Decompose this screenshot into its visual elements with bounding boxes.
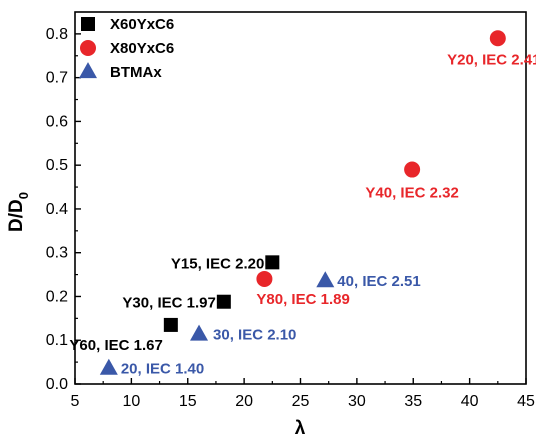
point-label-btmax: 40, IEC 2.51: [337, 273, 420, 290]
point-x80yxc6: [489, 30, 506, 47]
x-tick-label: 45: [517, 393, 535, 410]
x-tick-label: 35: [404, 393, 422, 410]
point-label-x80yxc6: Y40, IEC 2.32: [365, 185, 458, 202]
legend: X60YxC6 X80YxC6 BTMAx: [79, 16, 174, 81]
point-label-x60yxc6: Y30, IEC 1.97: [122, 295, 215, 312]
legend-label-x60yxc6: X60YxC6: [110, 16, 174, 33]
legend-label-btmax: BTMAx: [110, 64, 162, 81]
point-label-x80yxc6: Y20, IEC 2.41: [447, 51, 536, 68]
y-tick-label: 0.0: [46, 376, 68, 393]
axis-tick-labels: 5 10 15 20 25 30 35 40 45 0.0 0.1 0.2 0.3 0.4 0.5 0.6 0.…: [46, 26, 535, 410]
point-label-x80yxc6: Y80, IEC 1.89: [256, 291, 349, 308]
data-points: [99, 30, 506, 375]
y-tick-label: 0.4: [46, 201, 68, 218]
x-tick-label: 10: [122, 393, 140, 410]
legend-marker-x60yxc6: [81, 17, 95, 31]
y-axis-title-subscript: 0: [16, 192, 31, 199]
x-tick-label: 5: [71, 393, 80, 410]
point-x60yxc6: [216, 294, 231, 309]
y-axis-title-main: D/D: [6, 199, 27, 232]
point-label-x60yxc6: Y15, IEC 2.20: [171, 255, 264, 272]
y-tick-label: 0.1: [46, 332, 68, 349]
legend-marker-btmax: [79, 62, 97, 79]
x-tick-label: 30: [348, 393, 366, 410]
axis-ticks: [74, 33, 527, 385]
legend-label-x80yxc6: X80YxC6: [110, 40, 174, 57]
x-tick-label: 20: [235, 393, 253, 410]
point-btmax: [316, 271, 335, 288]
point-x60yxc6: [265, 255, 280, 270]
y-tick-label: 0.6: [46, 113, 68, 130]
x-tick-label: 25: [292, 393, 310, 410]
y-tick-label: 0.2: [46, 288, 68, 305]
x-tick-label: 15: [179, 393, 197, 410]
legend-marker-x80yxc6: [80, 40, 96, 56]
point-x80yxc6: [256, 270, 273, 287]
point-x60yxc6: [163, 317, 178, 332]
point-label-btmax: 30, IEC 2.10: [213, 327, 296, 344]
y-tick-label: 0.8: [46, 26, 68, 43]
point-btmax: [99, 358, 118, 375]
x-tick-label: 40: [461, 393, 479, 410]
y-axis-title: D/D0: [6, 192, 31, 232]
y-tick-label: 0.5: [46, 157, 68, 174]
point-x80yxc6: [404, 161, 421, 178]
x-axis-title: λ: [295, 418, 306, 439]
y-tick-label: 0.3: [46, 245, 68, 262]
point-annotations: Y60, IEC 1.67 Y30, IEC 1.97 Y15, IEC 2.20 Y…: [69, 51, 536, 377]
point-label-x60yxc6: Y60, IEC 1.67: [69, 337, 162, 354]
point-label-btmax: 20, IEC 1.40: [121, 361, 204, 378]
y-tick-label: 0.7: [46, 70, 68, 87]
point-btmax: [190, 324, 209, 341]
